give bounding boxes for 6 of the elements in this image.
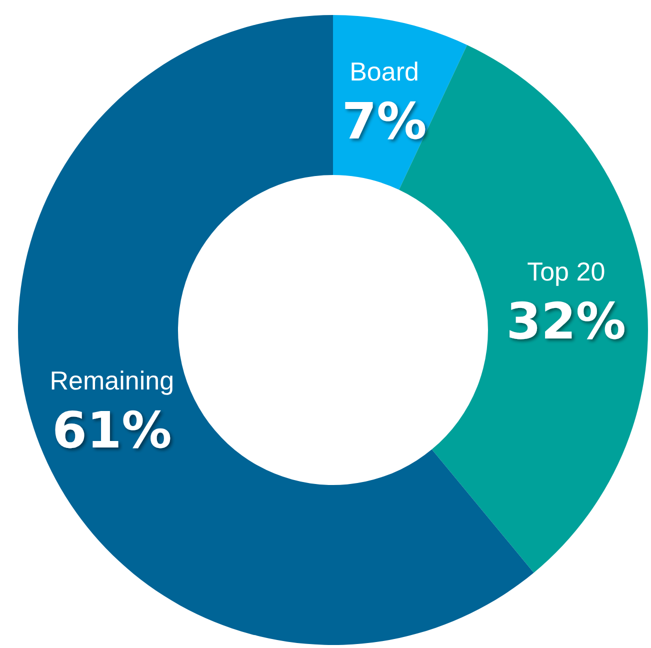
slice-label: Board bbox=[350, 56, 419, 87]
data-label: 61% bbox=[52, 402, 172, 460]
data-label: 7% bbox=[342, 92, 427, 151]
slice-label: Top 20 bbox=[527, 256, 606, 287]
slice-label: Remaining bbox=[50, 366, 174, 396]
data-label: 32% bbox=[506, 292, 626, 351]
